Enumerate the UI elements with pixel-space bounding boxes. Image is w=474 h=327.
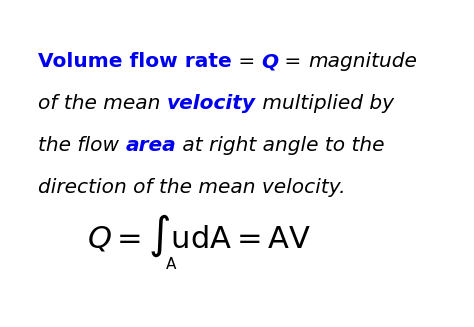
Text: Volume flow rate: Volume flow rate	[38, 52, 232, 71]
Text: direction of the mean velocity.: direction of the mean velocity.	[38, 178, 346, 197]
Text: of the mean: of the mean	[38, 94, 167, 113]
Text: =: =	[279, 52, 308, 71]
Text: magnitude: magnitude	[308, 52, 417, 71]
Text: area: area	[126, 136, 176, 155]
Text: multiplied by: multiplied by	[256, 94, 394, 113]
Text: velocity: velocity	[167, 94, 256, 113]
Text: at right angle to the: at right angle to the	[176, 136, 384, 155]
Text: the flow: the flow	[38, 136, 126, 155]
Text: Q: Q	[261, 52, 279, 71]
Text: =: =	[232, 52, 261, 71]
Text: A: A	[166, 257, 176, 272]
Text: $\mathit{Q} = \int \mathrm{udA} = \mathrm{AV}$: $\mathit{Q} = \int \mathrm{udA} = \mathr…	[87, 212, 311, 259]
